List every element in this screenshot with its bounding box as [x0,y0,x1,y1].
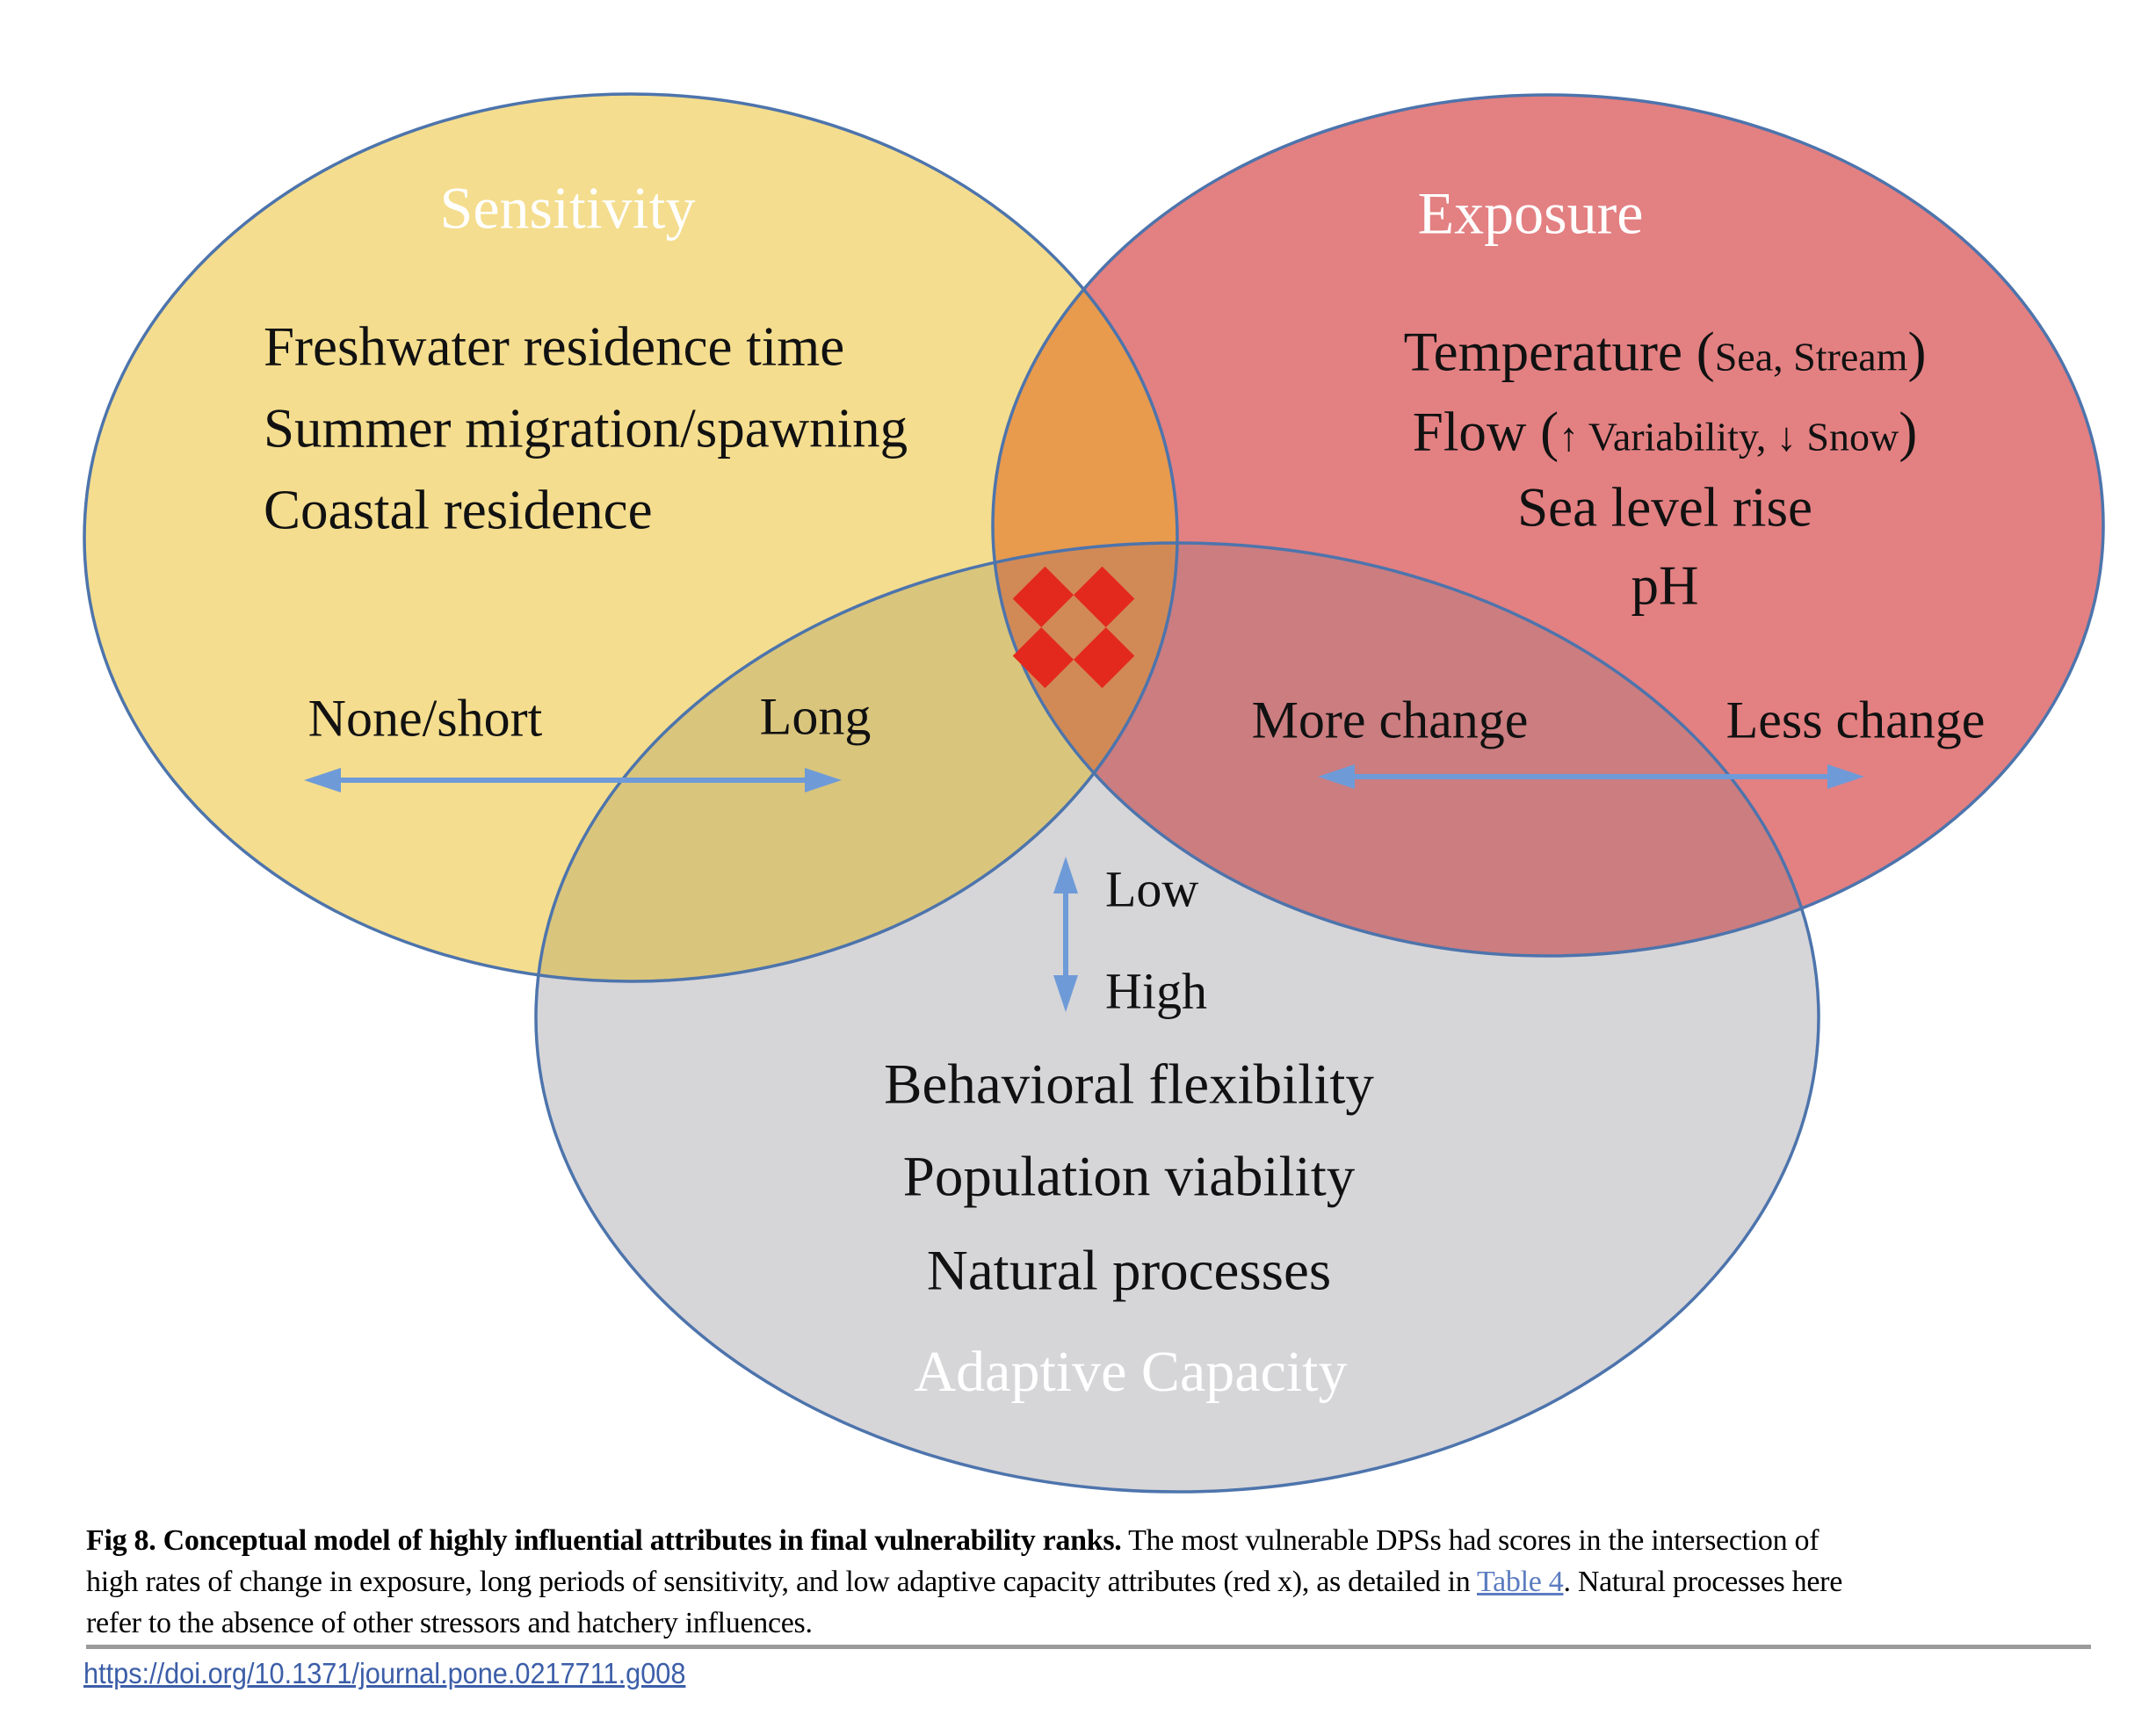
caption-line-2-text-end: . Natural processes here [1563,1566,1842,1598]
adaptive-axis-arrow [1053,857,1078,1012]
sensitivity-axis-left-label: None/short [307,689,543,748]
exposure-axis-right-label: Less change [1726,691,1986,749]
sensitivity-axis-arrow [304,768,842,792]
exposure-item-4-main: pH [1631,554,1699,617]
adaptive-item-3: Natural processes [926,1239,1332,1303]
exposure-item-2-detail: ↑ Variability, ↓ Snow [1559,414,1899,459]
venn-diagram [83,92,2105,1494]
adaptive-axis-bottom-label: High [1105,962,1207,1020]
exposure-item-3-main: Sea level rise [1517,476,1812,539]
sensitivity-axis-right-label: Long [759,687,872,746]
sensitivity-adaptive-overlap [536,543,1177,981]
exposure-axis-left-label: More change [1251,691,1529,749]
red-x-icon [1012,566,1135,689]
exposure-axis-arrow [1318,764,1864,789]
adaptive-title: Adaptive Capacity [914,1340,1348,1404]
adaptive-outline [534,541,1820,1494]
doi-link[interactable]: https://doi.org/10.1371/journal.pone.021… [83,1657,686,1689]
exposure-outline [991,93,2105,958]
caption-divider [86,1645,2091,1649]
exposure-item-1: Temperature (Sea, Stream) [1404,321,1927,385]
sensitivity-outline [83,92,1179,983]
caption-line-1: Fig 8. Conceptual model of highly influe… [86,1520,2100,1561]
adaptive-item-1: Behavioral flexibility [884,1053,1374,1117]
caption-figure-label: Fig 8. Conceptual model of highly influe… [86,1524,1122,1557]
exposure-title: Exposure [1417,179,1644,247]
exposure-item-2-close: ) [1899,401,1918,463]
exposure-item-4: pH [1631,554,1699,619]
caption-line-2: high rates of change in exposure, long p… [86,1561,2100,1602]
exposure-item-1-main: Temperature ( [1403,321,1715,383]
sensitivity-title: Sensitivity [439,174,696,242]
adaptive-axis-top-label: Low [1105,860,1199,918]
exposure-item-1-close: ) [1907,321,1927,383]
sensitivity-item-2: Summer migration/spawning [264,397,908,459]
exposure-item-2-main: Flow ( [1412,401,1559,463]
exposure-item-3: Sea level rise [1517,476,1812,540]
sensitivity-item-1: Freshwater residence time [264,315,845,378]
sensitivity-item-3: Coastal residence [264,479,653,541]
adaptive-item-2: Population viability [902,1145,1356,1209]
exposure-item-2: Flow (↑ Variability, ↓ Snow) [1413,401,1917,465]
exposure-item-1-detail: Sea, Stream [1714,334,1908,380]
exposure-adaptive-overlap [993,543,1819,956]
caption-line-3: refer to the absence of other stressors … [86,1607,813,1639]
caption-line-1-text: The most vulnerable DPSs had scores in t… [1121,1524,1820,1557]
caption-line-2-text: high rates of change in exposure, long p… [86,1566,1477,1598]
figure-caption: Fig 8. Conceptual model of highly influe… [86,1520,2100,1644]
table-4-link[interactable]: Table 4 [1477,1566,1564,1598]
